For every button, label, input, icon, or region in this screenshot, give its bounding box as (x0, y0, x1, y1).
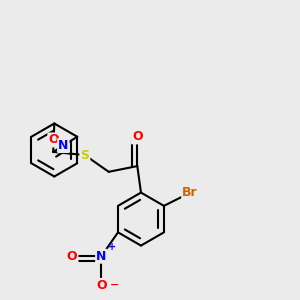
Text: Br: Br (182, 186, 198, 199)
Text: −: − (110, 280, 119, 290)
Text: O: O (96, 279, 106, 292)
Text: O: O (48, 134, 59, 146)
Text: N: N (96, 250, 106, 263)
Text: +: + (108, 242, 116, 252)
Text: S: S (80, 148, 89, 162)
Text: O: O (132, 130, 142, 143)
Text: O: O (67, 250, 77, 263)
Text: N: N (58, 139, 68, 152)
